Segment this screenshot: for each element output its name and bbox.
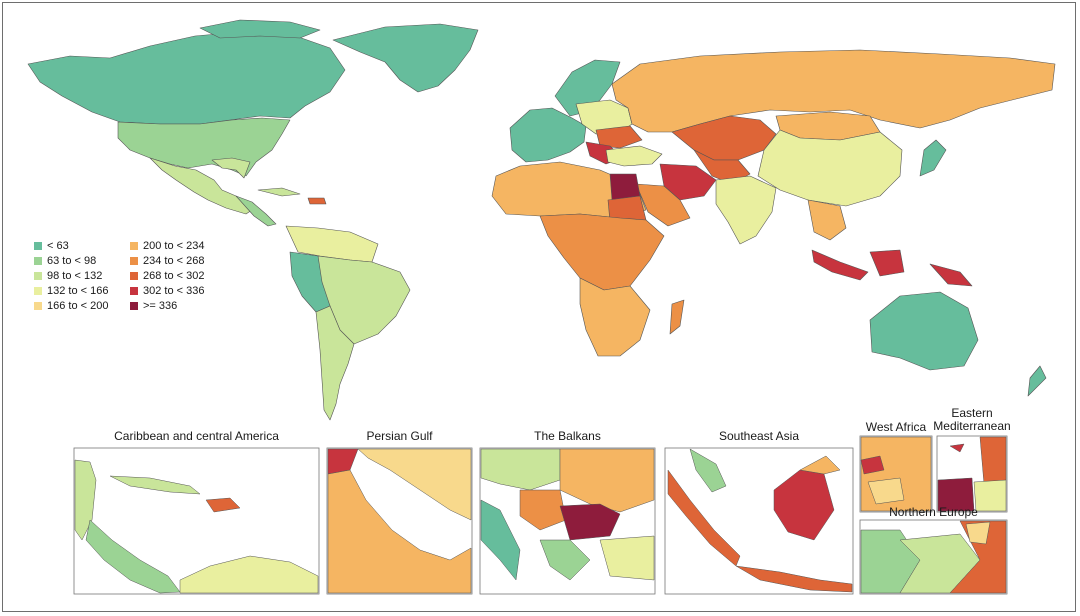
inset-title-southeast-asia: Southeast Asia [718, 429, 800, 443]
legend-swatch [34, 256, 42, 265]
legend-item: 166 to < 200 [34, 299, 130, 312]
legend-item: < 63 [34, 239, 130, 252]
usa [117, 117, 291, 177]
new-guinea [929, 263, 973, 287]
inset-balkans-center [519, 489, 567, 531]
russia [611, 49, 1056, 133]
western-europe [509, 107, 587, 163]
legend-swatch [130, 301, 138, 310]
inset-balkans-bulgaria [559, 503, 621, 541]
inset-balkans-greece [539, 539, 591, 581]
inset-pg-arabia [327, 469, 472, 594]
greenland [332, 23, 479, 93]
legend-swatch [130, 241, 138, 250]
legend-swatch [34, 286, 42, 295]
legend-swatch [130, 271, 138, 280]
egypt [609, 173, 641, 201]
central-asia-south [693, 149, 751, 185]
indochina [807, 199, 847, 241]
canada-islands [199, 19, 321, 39]
central-america [235, 195, 277, 227]
legend-swatch [34, 241, 42, 250]
legend-label: 268 to < 302 [143, 269, 205, 282]
legend-item: 132 to < 166 [34, 284, 130, 297]
inset-caribbean-sa [179, 555, 319, 594]
inset-ne-east [949, 520, 1007, 594]
japan [919, 139, 947, 177]
legend-label: 302 to < 336 [143, 284, 205, 297]
australia [869, 291, 979, 371]
cuba [257, 187, 301, 197]
legend: < 63 200 to < 234 63 to < 98 234 to < 268 98… [34, 239, 240, 312]
usa-southeast [211, 157, 251, 179]
inset-wa-gambia [860, 455, 885, 475]
inset-sea-borneo-north [799, 455, 841, 475]
inset-caribbean-hispaniola [205, 497, 241, 513]
legend-label: 132 to < 166 [47, 284, 109, 297]
inset-caribbean-central-am [85, 519, 181, 594]
inset-balkans-turkey [599, 535, 655, 581]
legend-label: 234 to < 268 [143, 254, 205, 267]
legend-item: 98 to < 132 [34, 269, 130, 282]
north-africa [491, 161, 647, 219]
china [757, 129, 903, 207]
inset-sea-java [735, 565, 853, 593]
legend-item: 302 to < 336 [130, 284, 240, 297]
mexico [149, 157, 253, 215]
legend-item: 63 to < 98 [34, 254, 130, 267]
inset-em-syria [979, 436, 1007, 485]
canada [27, 31, 346, 125]
legend-item: 234 to < 268 [130, 254, 240, 267]
indonesia-west [811, 249, 869, 281]
legend-label: 200 to < 234 [143, 239, 205, 252]
legend-item: 200 to < 234 [130, 239, 240, 252]
inset-em-jordan [973, 479, 1007, 512]
legend-item: >= 336 [130, 299, 240, 312]
ukraine [595, 125, 643, 149]
hispaniola [307, 197, 327, 205]
inset-title-persian-gulf: Persian Gulf [366, 429, 433, 443]
legend-swatch [130, 256, 138, 265]
india [715, 175, 777, 245]
inset-title-east-med: Eastern Mediterranean [933, 406, 1011, 433]
inset-wa-guinea [867, 477, 905, 505]
madagascar [669, 299, 685, 335]
inset-em-israel [937, 477, 975, 512]
inset-pg-iran [357, 448, 472, 521]
new-zealand [1027, 365, 1047, 397]
legend-label: 98 to < 132 [47, 269, 103, 282]
inset-caribbean-cuba [109, 475, 201, 495]
legend-swatch [34, 301, 42, 310]
inset-caribbean-mexico [74, 459, 97, 541]
legend-swatch [130, 286, 138, 295]
arabia [635, 183, 691, 227]
inset-title-northern-europe: Northern Europe [889, 505, 978, 519]
legend-swatch [34, 271, 42, 280]
inset-balkans-italy [480, 499, 521, 581]
southern-africa [579, 277, 651, 357]
legend-label: 63 to < 98 [47, 254, 97, 267]
turkey [605, 145, 663, 167]
legend-label: >= 336 [143, 299, 178, 312]
inset-title-caribbean: Caribbean and central America [114, 429, 279, 443]
legend-item: 268 to < 302 [130, 269, 240, 282]
inset-ne-baltic [965, 521, 991, 545]
southern-cone [315, 305, 355, 421]
legend-label: < 63 [47, 239, 69, 252]
legend-label: 166 to < 200 [47, 299, 109, 312]
inset-title-west-africa: West Africa [865, 420, 927, 434]
central-africa [539, 213, 665, 291]
inset-sea-malaysia [689, 448, 727, 493]
borneo [869, 249, 905, 277]
inset-em-cyprus [949, 443, 965, 453]
inset-title-balkans: The Balkans [534, 429, 601, 443]
